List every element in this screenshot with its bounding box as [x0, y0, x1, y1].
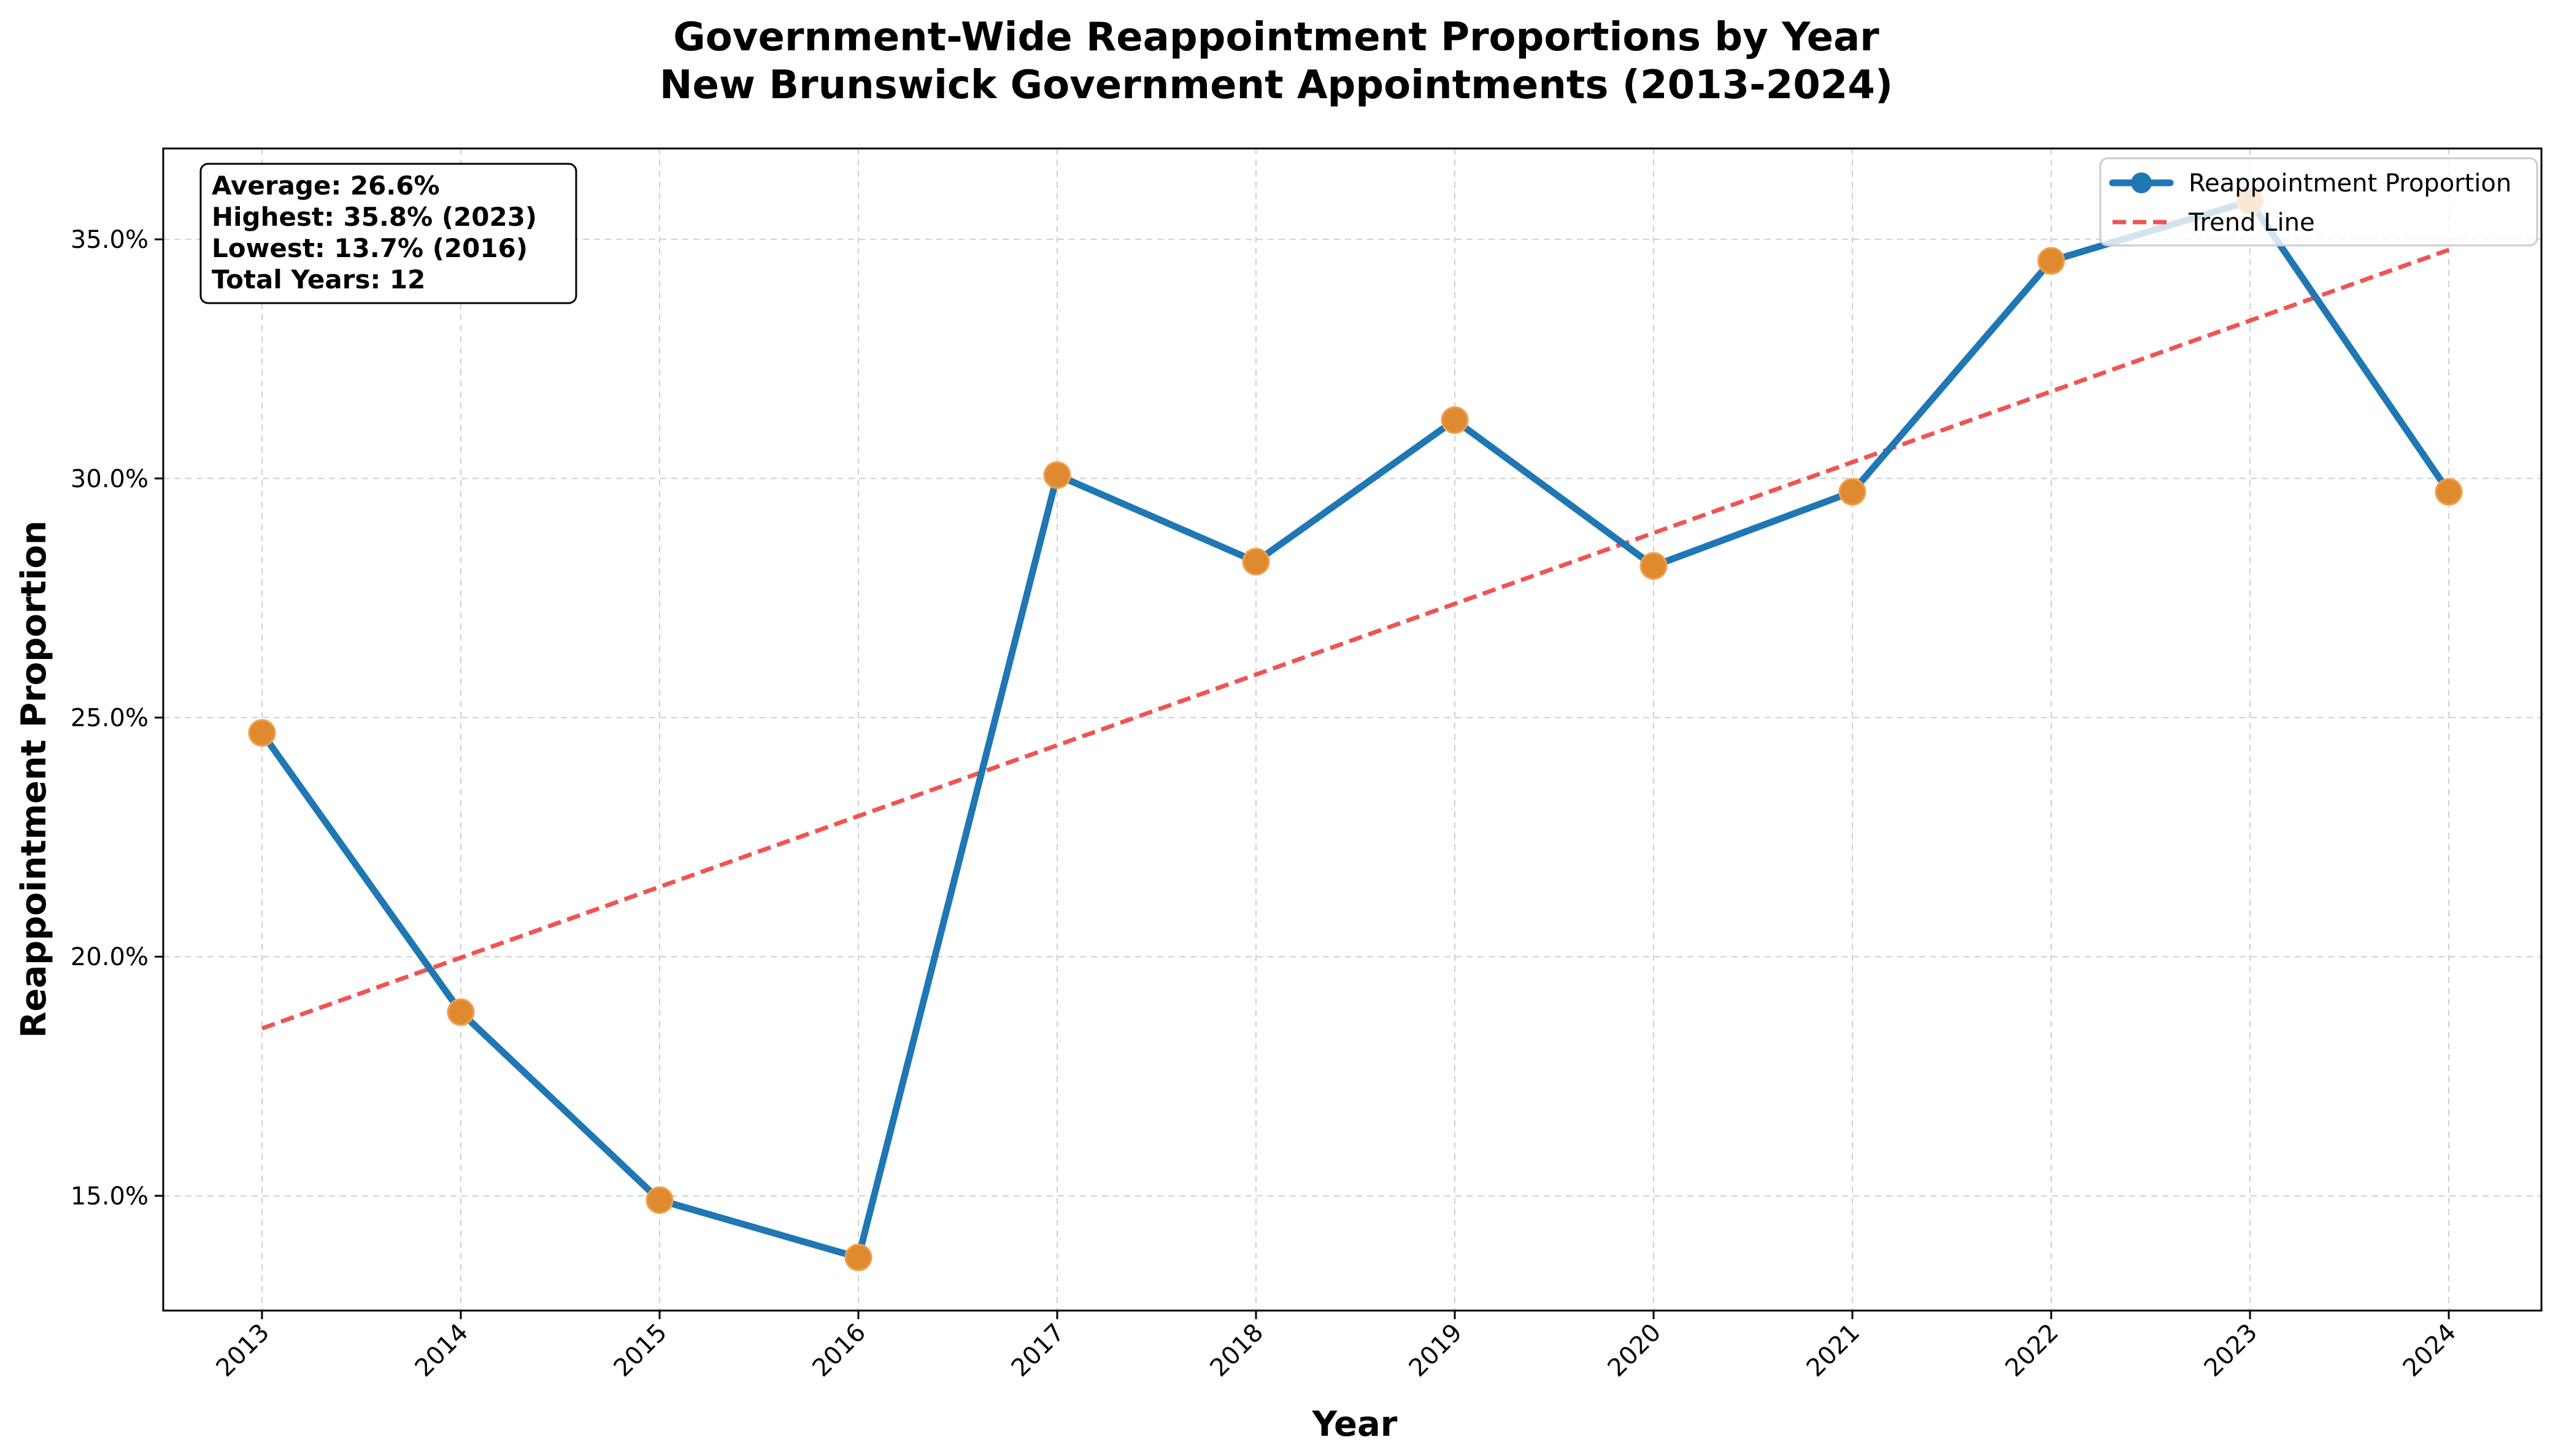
- stats-lowest: Lowest: 13.7% (2016): [212, 233, 528, 263]
- data-point-2024: [2435, 478, 2463, 506]
- stats-box-frame: [199, 163, 577, 304]
- x-axis-label: Year: [1312, 1404, 1398, 1444]
- x-tick-label: 2021: [1801, 1319, 1866, 1383]
- grid-lines: [163, 148, 2541, 1311]
- x-tick-label: 2014: [410, 1319, 474, 1383]
- trend-line: [261, 247, 2450, 1031]
- data-point-2014: [447, 998, 475, 1027]
- data-point-2016: [844, 1243, 873, 1271]
- legend-label-trend: Trend Line: [2188, 209, 2315, 237]
- data-point-2021: [1838, 478, 1866, 506]
- y-tick-label: 15.0%: [71, 1182, 148, 1211]
- legend-frame: [2099, 157, 2538, 247]
- x-tick-label: 2017: [1006, 1319, 1071, 1383]
- x-tick-label: 2020: [1603, 1319, 1667, 1383]
- x-tick-label: 2019: [1404, 1319, 1468, 1383]
- data-point-2022: [2037, 247, 2065, 275]
- x-axis-ticks: 2013 2014 2015 2016 2017 2018 2019 2020 2021 2022…: [211, 1311, 2462, 1382]
- stats-average: Average: 26.6%: [212, 171, 440, 201]
- legend-swatch-reappointment-marker: [2131, 172, 2152, 193]
- data-point-2013: [248, 718, 276, 747]
- y-tick-label: 35.0%: [71, 226, 148, 254]
- x-tick-label: 2023: [2199, 1319, 2263, 1383]
- x-tick-label: 2018: [1205, 1319, 1269, 1383]
- stats-box: Average: 26.6% Highest: 35.8% (2023) Low…: [199, 163, 577, 304]
- chart-title: Government-Wide Reappointment Proportion…: [673, 15, 1879, 60]
- trend-line-series: [261, 247, 2450, 1031]
- reappointment-line: [258, 198, 2452, 1261]
- x-tick-label: 2024: [2398, 1319, 2462, 1383]
- x-tick-label: 2013: [211, 1319, 275, 1383]
- x-tick-label: 2016: [807, 1319, 872, 1383]
- x-tick-label: 2015: [609, 1319, 673, 1383]
- data-point-2017: [1043, 461, 1071, 489]
- legend-label-reappointment: Reappointment Proportion: [2189, 169, 2511, 198]
- y-tick-label: 25.0%: [71, 704, 148, 733]
- data-point-2020: [1639, 552, 1668, 580]
- plot-frame: [162, 147, 2543, 1312]
- data-point-2015: [645, 1186, 674, 1214]
- y-tick-label: 20.0%: [71, 943, 148, 971]
- data-point-markers: [248, 187, 2463, 1271]
- data-point-2018: [1242, 547, 1270, 576]
- y-axis-ticks: 15.0% 20.0% 25.0% 30.0% 35.0%: [71, 226, 163, 1211]
- stats-highest: Highest: 35.8% (2023): [212, 202, 537, 232]
- x-tick-label: 2022: [2000, 1319, 2065, 1383]
- stats-total-years: Total Years: 12: [212, 264, 425, 295]
- y-tick-label: 30.0%: [71, 465, 148, 493]
- chart-subtitle: New Brunswick Government Appointments (2…: [660, 63, 1893, 108]
- legend: Reappointment Proportion Trend Line: [2099, 157, 2538, 247]
- reappointment-series: [258, 198, 2452, 1261]
- y-axis-label: Reappointment Proportion: [14, 520, 54, 1038]
- data-point-2019: [1441, 406, 1469, 434]
